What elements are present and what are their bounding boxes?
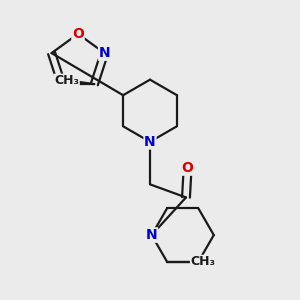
- Text: O: O: [182, 161, 194, 175]
- Text: CH₃: CH₃: [191, 256, 216, 268]
- Text: N: N: [146, 228, 158, 242]
- Text: CH₃: CH₃: [54, 74, 79, 87]
- Text: N: N: [144, 135, 156, 149]
- Text: O: O: [72, 27, 84, 41]
- Text: N: N: [56, 77, 68, 91]
- Text: N: N: [99, 46, 110, 60]
